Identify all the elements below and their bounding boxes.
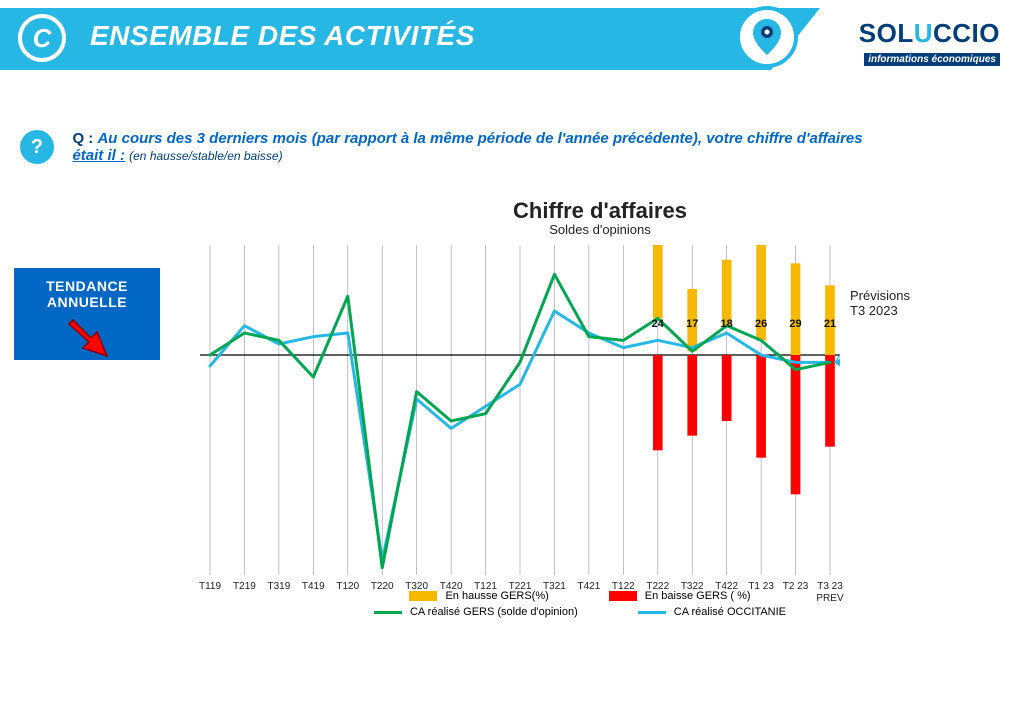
question-mark-icon: ? [20,130,54,164]
tendance-line2: ANNUELLE [14,294,160,310]
legend-hausse: En hausse GERS(%) [409,590,548,602]
brand-logo: SOLUCCIO informations économiques [859,18,1000,67]
x-label: T119 [199,581,221,592]
legend: En hausse GERS(%) En baisse GERS ( %) CA… [320,586,840,622]
bar-value: 21 [824,318,836,330]
brand-tagline: informations économiques [864,53,1000,66]
x-label: T319 [267,581,290,592]
chart-svg [200,245,840,575]
header: C ENSEMBLE DES ACTIVITÉS SOLUCCIO inform… [0,0,1016,90]
bar-value: 17 [686,318,698,330]
chart-plot: T119T219T319T419T120T220T320T420T121T221… [200,245,840,575]
legend-baisse: En baisse GERS ( %) [609,590,751,602]
x-label: T219 [233,581,256,592]
page-title: ENSEMBLE DES ACTIVITÉS [90,20,475,52]
tendance-box: TENDANCE ANNUELLE [14,268,160,360]
chart-title: Chiffre d'affaires [200,198,1000,224]
bar-value: 26 [755,318,767,330]
down-arrow-icon [61,316,113,360]
brand-wordmark: SOLUCCIO [859,18,1000,49]
location-pin-icon [736,6,798,68]
chart: Chiffre d'affaires Soldes d'opinions T11… [200,198,1000,668]
chart-subtitle: Soldes d'opinions [200,222,1000,237]
bar-value: 29 [789,318,801,330]
bar-value: 18 [721,318,733,330]
legend-occ: CA réalisé OCCITANIE [638,606,786,618]
cci-logo-glyph: C [33,23,52,54]
question-text: Q : Au cours des 3 derniers mois (par ra… [72,130,972,164]
question-row: ? Q : Au cours des 3 derniers mois (par … [20,130,996,164]
cci-logo: C [18,14,66,62]
chart-annotation: Prévisions T3 2023 [850,288,910,318]
tendance-line1: TENDANCE [14,278,160,294]
legend-gers: CA réalisé GERS (solde d'opinion) [374,606,578,618]
bar-value: 24 [652,318,664,330]
